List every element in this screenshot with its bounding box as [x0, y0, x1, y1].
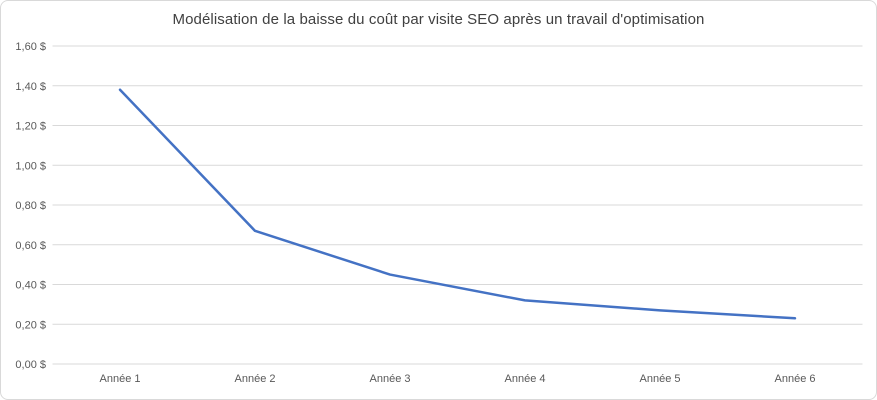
- y-tick-label: 0,00 $: [15, 359, 46, 371]
- chart-title: Modélisation de la baisse du coût par vi…: [172, 11, 705, 28]
- y-tick-label: 0,20 $: [15, 319, 46, 331]
- x-tick-label: Année 5: [640, 373, 681, 385]
- y-tick-label: 1,00 $: [15, 160, 46, 172]
- x-tick-label: Année 2: [235, 373, 276, 385]
- y-tick-label: 1,60 $: [15, 41, 46, 53]
- x-tick-label: Année 3: [370, 373, 411, 385]
- x-tick-label: Année 4: [505, 373, 546, 385]
- y-tick-label: 0,60 $: [15, 240, 46, 252]
- y-tick-label: 1,20 $: [15, 121, 46, 133]
- y-tick-label: 1,40 $: [15, 81, 46, 93]
- x-tick-label: Année 1: [100, 373, 141, 385]
- y-tick-label: 0,80 $: [15, 200, 46, 212]
- cost-per-visit-series-line: [118, 88, 797, 320]
- y-tick-label: 0,40 $: [15, 280, 46, 292]
- x-tick-label: Année 6: [775, 373, 816, 385]
